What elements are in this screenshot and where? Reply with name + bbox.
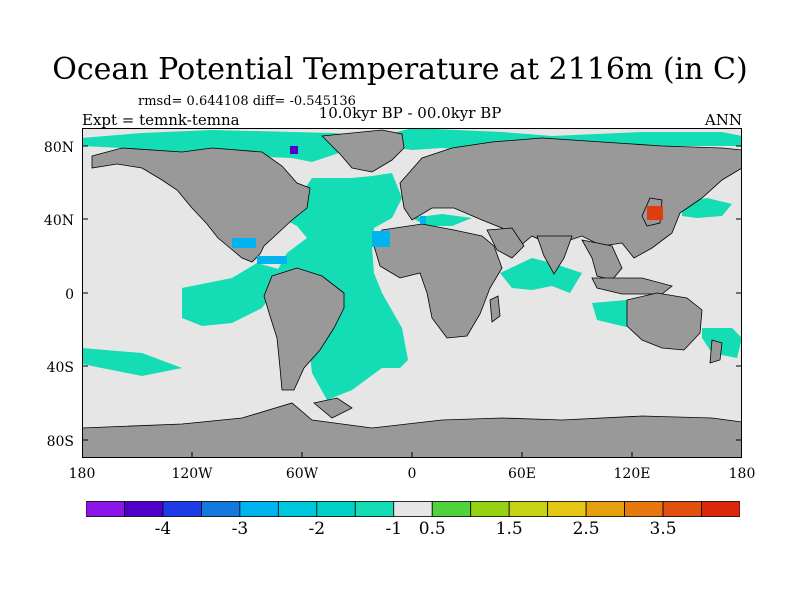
- southern-ocean-cooling: [82, 348, 182, 376]
- indian-ocean-cooling: [500, 258, 582, 293]
- colorbar-label: -1: [385, 519, 403, 539]
- lon-tick-label: 120W: [171, 466, 213, 482]
- australia-land: [626, 292, 703, 351]
- colorbar: [86, 501, 740, 517]
- world-map: [82, 128, 742, 458]
- lat-tick-label: 40S: [46, 360, 74, 376]
- colorbar-box: [124, 501, 164, 517]
- lat-tick-label: 0: [65, 287, 74, 303]
- mediterranean-cooling: [412, 214, 472, 226]
- greenland-land: [321, 129, 405, 173]
- caribbean-cooling: [257, 256, 287, 264]
- gulf-of-mexico-cooling: [232, 238, 256, 248]
- eurasia-land: [399, 137, 742, 259]
- map-title: Ocean Potential Temperature at 2116m (in…: [52, 52, 748, 87]
- colorbar-box: [470, 501, 510, 517]
- colorbar-label: 0.5: [418, 519, 446, 539]
- colorbar-box: [316, 501, 356, 517]
- colorbar-label: -4: [154, 519, 172, 539]
- labrador-strong-cooling: [290, 146, 298, 154]
- colorbar-box: [86, 501, 125, 517]
- colorbar-box: [201, 501, 241, 517]
- lon-tick-label: 0: [407, 466, 417, 482]
- colorbar-box: [162, 501, 202, 517]
- colorbar-box: [624, 501, 664, 517]
- lat-tick-label: 40N: [43, 213, 74, 229]
- colorbar-box: [585, 501, 625, 517]
- season-label: ANN: [704, 111, 742, 129]
- colorbar-label: 3.5: [649, 519, 677, 539]
- map-ticks: [82, 145, 742, 458]
- western-med-cooling: [420, 216, 426, 224]
- lon-tick-label: 60E: [507, 466, 537, 482]
- colorbar-box: [662, 501, 702, 517]
- antarctica-land: [82, 402, 742, 458]
- colorbar-box: [508, 501, 549, 517]
- colorbar-label: 2.5: [572, 519, 600, 539]
- experiment-label: Expt = temnk-temna: [82, 111, 240, 129]
- colorbar-box: [701, 501, 740, 517]
- lon-tick-label: 180: [728, 466, 756, 482]
- colorbar-box: [431, 501, 472, 517]
- colorbar-box: [239, 501, 279, 517]
- north-america-land: [91, 147, 311, 263]
- colorbar-label: 1.5: [495, 519, 523, 539]
- colorbar-label: -2: [308, 519, 326, 539]
- period-label: 10.0kyr BP - 00.0kyr BP: [318, 104, 502, 122]
- lon-tick-label: 60W: [285, 466, 319, 482]
- new-zealand-land: [709, 339, 723, 364]
- south-america-land: [263, 267, 345, 391]
- north-atlantic-moderate-cooling: [372, 231, 390, 247]
- colorbar-box: [354, 501, 395, 517]
- stats-text: rmsd= 0.644108 diff= -0.545136: [138, 94, 356, 109]
- pacific-equatorial-cooling: [182, 263, 282, 326]
- lon-tick-label: 180: [68, 466, 96, 482]
- east-atlantic-shelf: [313, 397, 353, 419]
- land-masses: [82, 129, 742, 458]
- japan-sea-warming: [647, 206, 663, 220]
- lat-tick-label: 80N: [43, 140, 74, 156]
- lat-tick-label: 80S: [46, 434, 74, 450]
- lon-tick-label: 120E: [613, 466, 651, 482]
- colorbar-label: -3: [231, 519, 249, 539]
- africa-land: [373, 223, 503, 339]
- india-land: [536, 235, 573, 275]
- anomaly-hotspots: [232, 146, 663, 264]
- madagascar-land: [489, 295, 501, 323]
- colorbar-box: [393, 501, 433, 517]
- colorbar-box: [277, 501, 318, 517]
- colorbar-box: [547, 501, 587, 517]
- arabia-land: [486, 227, 525, 259]
